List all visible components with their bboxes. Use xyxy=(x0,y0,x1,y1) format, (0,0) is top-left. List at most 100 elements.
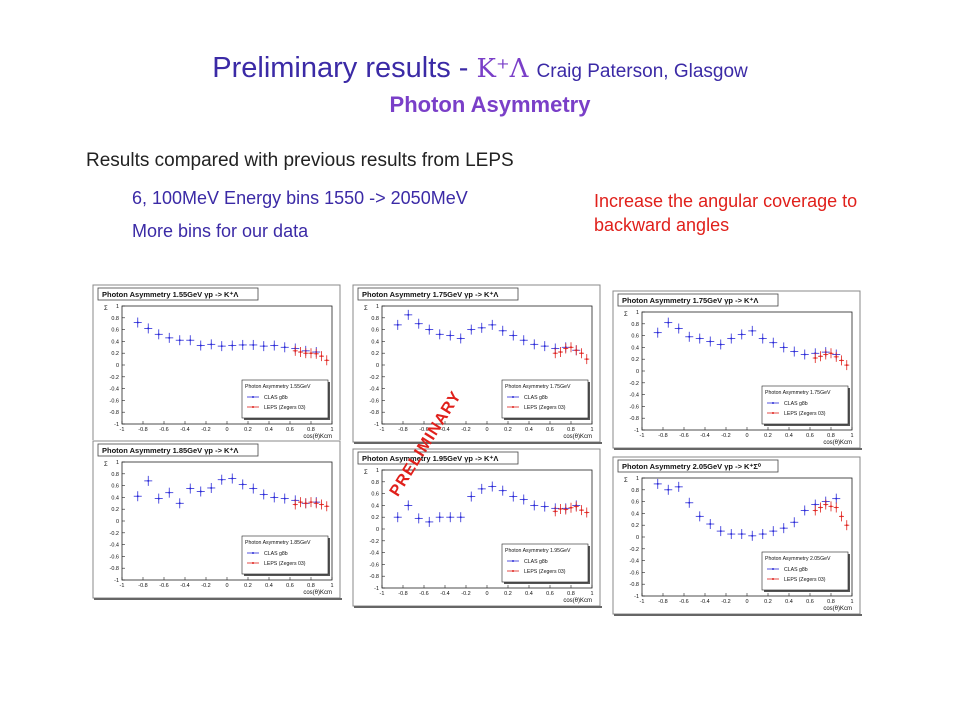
legend-entry: CLAS g8b xyxy=(524,395,548,401)
clas-data-point xyxy=(800,349,809,360)
x-tick-label: -0.8 xyxy=(398,427,407,433)
legend-entry: CLAS g8b xyxy=(784,401,808,407)
y-tick-label: -0.2 xyxy=(110,531,119,537)
clas-data-point xyxy=(519,494,528,505)
y-tick-label: 0.6 xyxy=(371,492,379,498)
y-tick-label: -0.8 xyxy=(630,416,639,422)
clas-data-point xyxy=(446,330,455,341)
clas-data-point xyxy=(488,481,497,492)
clas-data-point xyxy=(270,492,279,503)
x-tick-label: 0 xyxy=(485,427,488,433)
y-tick-label: 0.6 xyxy=(111,328,119,334)
y-tick-label: -0.4 xyxy=(110,543,119,549)
clas-data-point xyxy=(685,497,694,508)
clas-data-point xyxy=(653,327,662,338)
title-symbol: K⁺Λ xyxy=(476,54,529,84)
clas-data-point xyxy=(207,482,216,493)
legend-marker-dot xyxy=(772,412,774,414)
x-tick-label: -0.2 xyxy=(201,427,210,433)
leps-data-point xyxy=(573,345,579,356)
clas-data-point xyxy=(664,484,673,495)
x-tick-label: 0.8 xyxy=(567,427,575,433)
clas-data-point xyxy=(758,529,767,540)
leps-data-point xyxy=(324,501,330,512)
clas-data-point xyxy=(414,513,423,524)
chart-title: Photon Asymmetry 1.75GeV γp -> K⁺Λ xyxy=(362,290,498,299)
leps-data-point xyxy=(823,499,829,510)
y-tick-label: -1 xyxy=(114,578,119,584)
x-tick-label: 0.4 xyxy=(785,433,793,439)
x-tick-label: 0.4 xyxy=(265,583,273,589)
y-tick-label: -0.2 xyxy=(630,547,639,553)
y-tick-label: 0.6 xyxy=(631,334,639,340)
title-prefix: Preliminary results - xyxy=(212,52,477,84)
x-tick-label: 0.8 xyxy=(307,583,315,589)
y-tick-label: 0.8 xyxy=(111,316,119,322)
chart-title: Photon Asymmetry 1.75GeV γp -> K⁺Λ xyxy=(622,296,758,305)
page-title: Preliminary results - K⁺Λ Craig Paterson… xyxy=(0,52,960,85)
legend-title: Photon Asymmetry 1.95GeV xyxy=(505,548,571,554)
legend-box xyxy=(241,535,329,575)
chart-title-box xyxy=(97,443,259,457)
leps-data-point xyxy=(844,520,850,531)
y-tick-label: -1 xyxy=(114,422,119,428)
leps-data-point xyxy=(563,504,569,515)
chart-title-box xyxy=(97,287,259,301)
y-tick-label: 0.8 xyxy=(371,480,379,486)
chart-shadow xyxy=(614,448,862,450)
page-subtitle: Photon Asymmetry xyxy=(389,92,591,117)
leps-data-point xyxy=(298,497,303,508)
legend-marker-dot xyxy=(512,396,514,398)
legend-title: Photon Asymmetry 1.75GeV xyxy=(505,384,571,390)
leps-data-point xyxy=(812,505,818,516)
clas-data-point xyxy=(716,339,725,350)
clas-data-point xyxy=(196,486,205,497)
bullet-line-1: Results compared with previous results f… xyxy=(86,150,514,171)
y-tick-label: 0.6 xyxy=(371,328,379,334)
x-tick-label: 0 xyxy=(225,583,228,589)
clas-data-point xyxy=(530,500,539,511)
x-tick-label: -1 xyxy=(120,427,125,433)
chart-shadow xyxy=(94,598,342,600)
x-tick-label: -0.4 xyxy=(700,599,709,605)
chart-shadow xyxy=(354,442,602,444)
clas-data-point xyxy=(706,519,715,530)
y-tick-label: -0.8 xyxy=(630,582,639,588)
y-tick-label: 0.2 xyxy=(111,507,119,513)
clas-data-point xyxy=(467,324,476,335)
x-tick-label: -0.2 xyxy=(721,433,730,439)
leps-data-point xyxy=(292,499,298,510)
clas-data-point xyxy=(695,511,704,522)
clas-data-point xyxy=(540,501,549,512)
chart-shadow xyxy=(354,606,602,608)
clas-data-point xyxy=(790,346,799,357)
x-tick-label: -0.6 xyxy=(679,599,688,605)
y-tick-label: 0 xyxy=(636,535,639,541)
y-axis-label: Σ xyxy=(364,306,368,312)
x-tick-label: 1 xyxy=(590,427,593,433)
y-tick-label: 0.4 xyxy=(631,345,639,351)
chart-title-box xyxy=(617,293,779,307)
legend-entry: LEPS (Zegers 03) xyxy=(264,561,306,567)
y-tick-label: 0.4 xyxy=(111,495,119,501)
legend-marker-dot xyxy=(512,570,514,572)
x-tick-label: 0.2 xyxy=(764,433,772,439)
chart-title: Photon Asymmetry 2.05GeV γp -> K⁺Σ⁰ xyxy=(622,462,762,471)
legend-box xyxy=(761,385,849,425)
clas-data-point xyxy=(186,483,195,494)
x-tick-label: -1 xyxy=(120,583,125,589)
y-tick-label: 0 xyxy=(116,363,119,369)
clas-data-point xyxy=(228,340,237,351)
y-tick-label: 0 xyxy=(376,527,379,533)
clas-data-point xyxy=(259,489,268,500)
x-tick-label: -0.8 xyxy=(138,427,147,433)
y-tick-label: -0.4 xyxy=(630,559,639,565)
legend-title: Photon Asymmetry 1.85GeV xyxy=(245,540,311,546)
clas-data-point xyxy=(133,317,142,328)
y-tick-label: 0.8 xyxy=(631,488,639,494)
legend-entry: LEPS (Zegers 03) xyxy=(264,405,306,411)
leps-data-point xyxy=(844,360,850,371)
y-tick-label: -0.4 xyxy=(370,551,379,557)
leps-data-point xyxy=(303,498,309,509)
y-tick-label: -0.6 xyxy=(370,562,379,568)
